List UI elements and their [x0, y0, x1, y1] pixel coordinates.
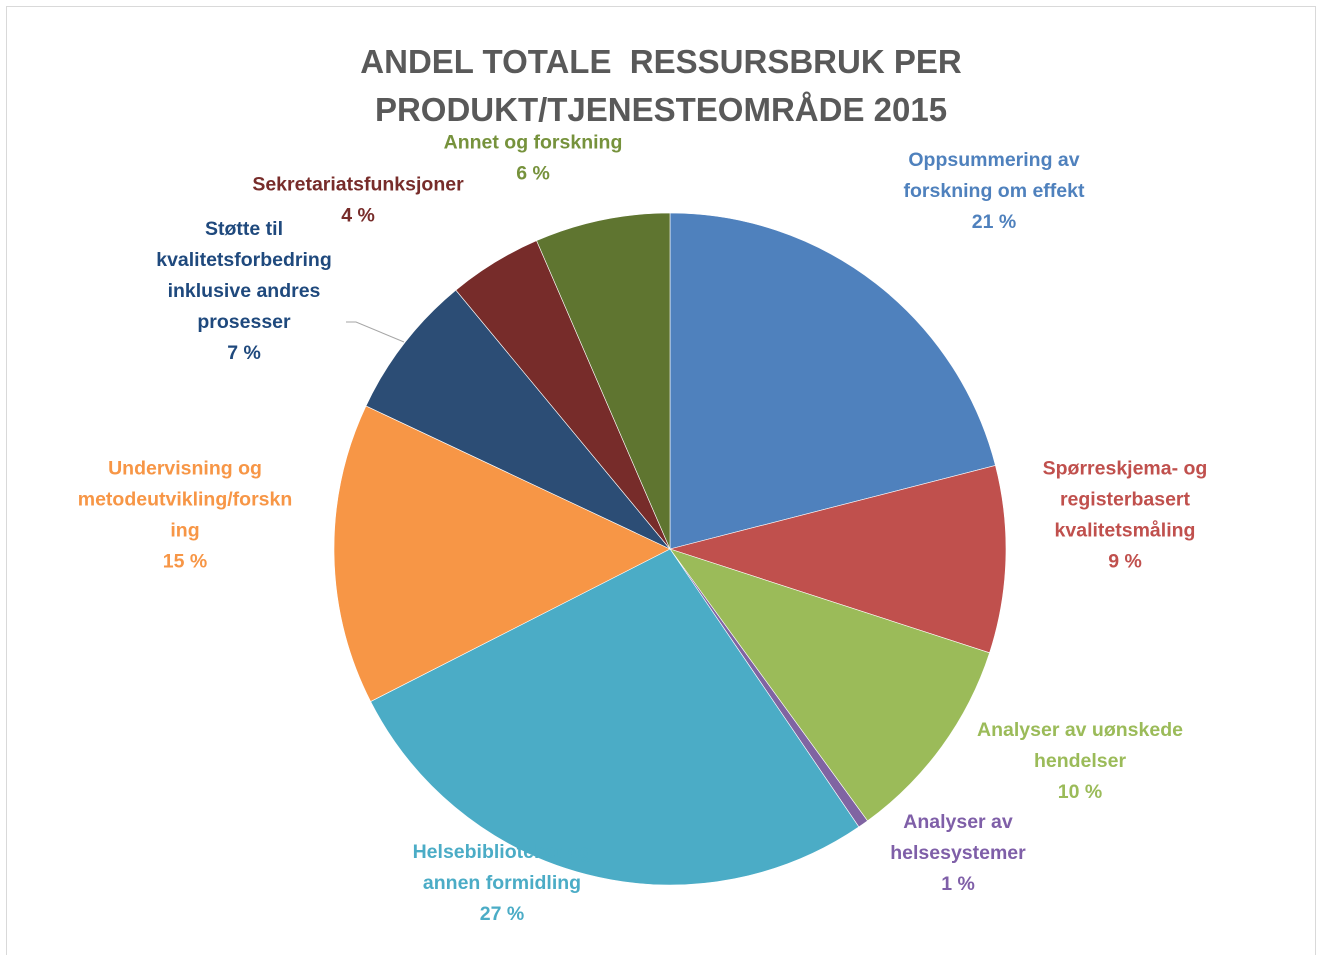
- slice-label-5: Helsebiblioteket og annen formidling 27 %: [413, 841, 592, 925]
- leader-line: [346, 321, 405, 343]
- chart-title: ANDEL TOTALE RESSURSBRUK PER PRODUKT/TJE…: [360, 43, 962, 128]
- slice-label-7: Støtte til kvalitetsforbedring inklusive a…: [156, 218, 332, 364]
- pie-slice-3: [669, 548, 990, 822]
- slice-label-2: Spørreskjema- og registerbasert kvalitetsm…: [1043, 458, 1208, 573]
- pie-slice-1: [669, 212, 996, 550]
- slice-label-1: Oppsummering av forskning om effekt 21 %: [904, 149, 1085, 233]
- slice-label-3: Analyser av uønskede hendelser 10 %: [977, 719, 1183, 803]
- pie-slice-6: [333, 405, 671, 702]
- slice-label-8: Sekretariatsfunksjoner 4 %: [252, 174, 464, 227]
- pie-slice-7: [365, 289, 671, 550]
- slice-label-6: Undervisning og metodeutvikling/forskn ing…: [78, 458, 293, 573]
- pie-slice-5: [370, 548, 860, 886]
- slice-label-4: Analyser av helsesystemer 1 %: [890, 811, 1026, 895]
- pie-slice-9: [536, 212, 671, 550]
- pie-slice-2: [668, 465, 1007, 654]
- slice-label-9: Annet og forskning 6 %: [444, 132, 623, 185]
